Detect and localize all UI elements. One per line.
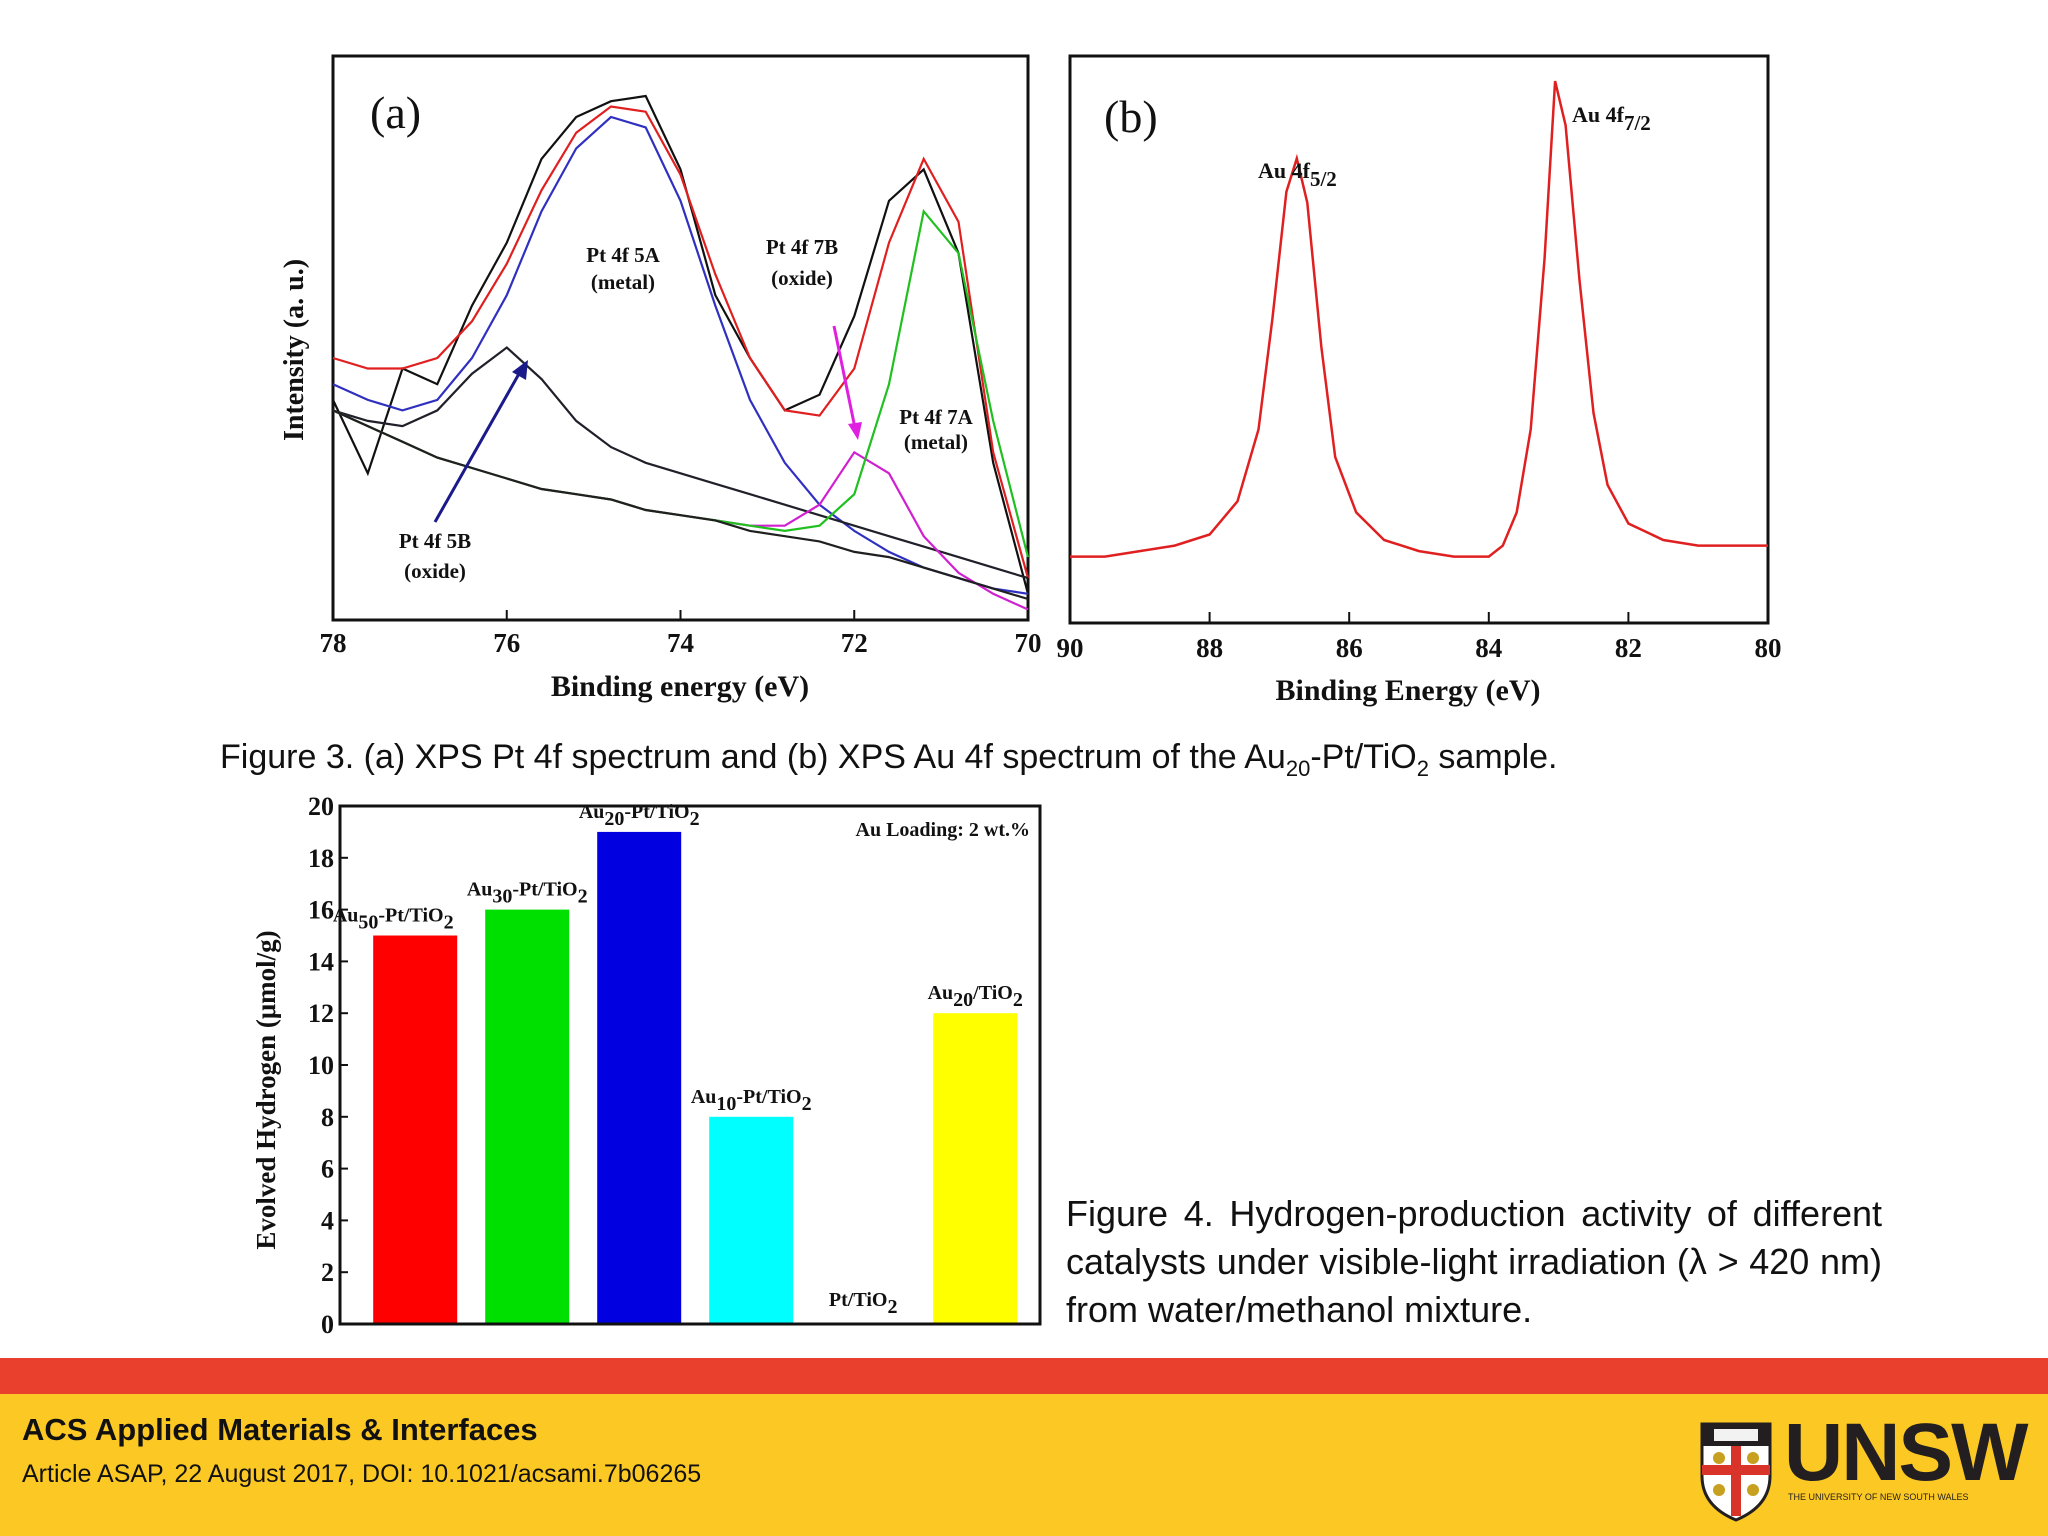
bar-ytick-label: 18	[308, 844, 334, 873]
annotation-pt4f7b: Pt 4f 7B (oxide)	[766, 235, 838, 290]
panel-a-xticks: 78 76 74 72 70	[320, 610, 1042, 658]
panel-a-series-6	[332, 409, 1029, 601]
bar-label-3: Au10-Pt/TiO2	[691, 1086, 812, 1115]
bar-label-4: Pt/TiO2	[829, 1289, 898, 1318]
bar-label-5: Au20/TiO2	[928, 982, 1023, 1011]
panel-b-xticks: 90 88 86 84 82 80	[1057, 612, 1782, 663]
bar-2	[597, 831, 682, 1324]
arrow-pt4f5b-head	[512, 360, 528, 380]
panel-b-xtick-label: 80	[1755, 633, 1782, 663]
figure-4-caption: Figure 4. Hydrogen-production activity o…	[1066, 1193, 1882, 1330]
arrow-pt4f7b	[832, 325, 857, 429]
bar-ytick-label: 2	[321, 1258, 334, 1287]
unsw-subtext: THE UNIVERSITY OF NEW SOUTH WALES	[1788, 1492, 1969, 1502]
panel-a-series	[332, 94, 1030, 611]
bar-ytick-label: 16	[308, 896, 334, 925]
bar-ytick-label: 6	[321, 1155, 334, 1184]
panel-b-xtick-label: 90	[1057, 633, 1084, 663]
article-citation: Article ASAP, 22 August 2017, DOI: 10.10…	[22, 1460, 702, 1488]
panel-b-xtick-label: 84	[1475, 633, 1502, 663]
panel-a-xtick-label: 70	[1015, 628, 1042, 658]
panel-b-series	[1070, 80, 1768, 558]
arrow-pt4f5b	[433, 371, 522, 523]
panel-b-label: (b)	[1104, 91, 1158, 142]
unsw-wordmark: UNSW	[1784, 1407, 2029, 1498]
annotation-pt4f7a: Pt 4f 7A (metal)	[899, 405, 973, 454]
bar-ytick-label: 12	[308, 999, 334, 1028]
panel-b-xps-au4f: 90 88 86 84 82 80 (b) Binding Energy (eV) Au …	[1057, 54, 1782, 707]
panel-b-frame	[1068, 54, 1770, 625]
figure-3-caption: Figure 3. (a) XPS Pt 4f spectrum and (b)…	[220, 738, 1558, 781]
figure-3: 78 76 74 72 70 (a) Binding energy (eV) Inten…	[279, 54, 1782, 707]
panel-b-xtick-label: 82	[1615, 633, 1642, 663]
panel-b-xtick-label: 86	[1336, 633, 1363, 663]
panel-a-series-1	[332, 105, 1030, 579]
au-loading-annotation: Au Loading: 2 wt.%	[856, 819, 1030, 841]
peak-label-au4f72: Au 4f7/2	[1572, 102, 1651, 135]
panel-a-xtick-label: 72	[841, 628, 868, 658]
panel-b-xlabel: Binding Energy (eV)	[1275, 674, 1540, 707]
panel-a-xps-pt4f: 78 76 74 72 70 (a) Binding energy (eV) Inten…	[279, 54, 1042, 703]
footer-red-band	[0, 1358, 2048, 1394]
peak-label-au4f52: Au 4f5/2	[1258, 158, 1337, 191]
bar-5	[933, 1013, 1018, 1324]
bar-ytick-label: 10	[308, 1051, 334, 1080]
annotation-pt4f5a: Pt 4f 5A (metal)	[586, 243, 660, 294]
bar-ytick-label: 0	[321, 1310, 334, 1339]
bar-yticks: 0 2 4 6 8 10 12 14 16 18 20	[308, 792, 348, 1339]
panel-a-xtick-label: 74	[667, 628, 694, 658]
annotation-pt4f5b: Pt 4f 5B (oxide)	[399, 529, 471, 583]
panel-a-series-0	[332, 94, 1030, 595]
panel-a-series-2	[332, 115, 1029, 595]
panel-a-ylabel: Intensity (a. u.)	[279, 259, 310, 441]
bar-0	[373, 935, 458, 1324]
panel-a-label: (a)	[370, 87, 421, 138]
bar-label-0: Au50-Pt/TiO2	[333, 905, 454, 934]
bar-3	[709, 1116, 794, 1324]
unsw-logo[interactable]: UNSW THE UNIVERSITY OF NEW SOUTH WALES	[1696, 1404, 2029, 1532]
bar-ytick-label: 20	[308, 792, 334, 821]
panel-a-series-3	[332, 346, 1029, 580]
bar-chart-frame	[338, 804, 1042, 1326]
bar-area	[373, 831, 1018, 1324]
bar-ytick-label: 8	[321, 1103, 334, 1132]
bar-chart-ylabel: Evolved Hydrogen (μmol/g)	[251, 930, 281, 1249]
figure-4-bar-chart: Au50-Pt/TiO2Au30-Pt/TiO2Au20-Pt/TiO2Au10…	[251, 792, 1042, 1339]
panel-a-xtick-label: 76	[493, 628, 520, 658]
bar-label-1: Au30-Pt/TiO2	[467, 879, 588, 908]
panel-a-xlabel: Binding energy (eV)	[551, 670, 809, 703]
arrow-pt4f7b-head	[848, 422, 862, 440]
bar-1	[485, 909, 570, 1324]
panel-b-series-0	[1070, 80, 1768, 558]
bar-ytick-label: 14	[308, 947, 334, 976]
bar-ytick-label: 4	[321, 1206, 334, 1235]
panel-b-xtick-label: 88	[1196, 633, 1223, 663]
unsw-crest-icon	[1700, 1422, 1772, 1522]
journal-name: ACS Applied Materials & Interfaces	[22, 1412, 538, 1447]
panel-a-xtick-label: 78	[320, 628, 347, 658]
